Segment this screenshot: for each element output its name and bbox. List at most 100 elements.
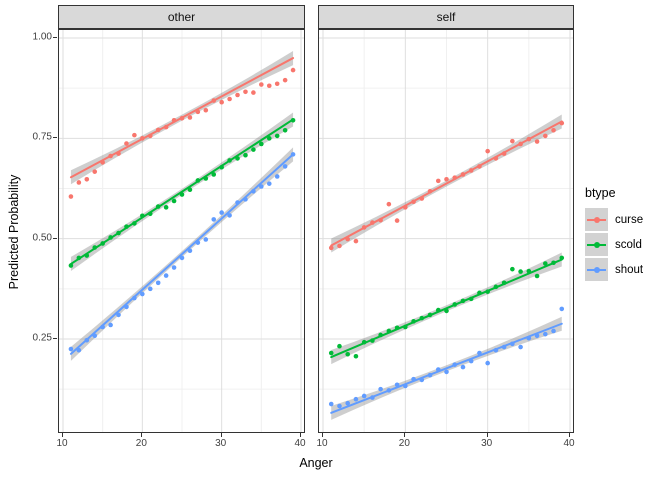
data-point-shout	[68, 346, 74, 352]
data-point-scold	[526, 268, 532, 274]
data-point-scold	[501, 280, 507, 286]
legend-entry-shout: shout	[585, 258, 643, 281]
data-point-scold	[124, 224, 129, 229]
data-point-curse	[501, 151, 507, 156]
data-point-shout	[534, 333, 540, 339]
facet-strip-other: other	[58, 5, 305, 29]
data-point-scold	[211, 172, 217, 177]
data-point-shout	[124, 304, 129, 310]
facet-label-self: self	[436, 10, 456, 24]
data-point-scold	[345, 351, 350, 357]
data-point-scold	[100, 241, 105, 246]
data-point-curse	[203, 107, 209, 113]
data-point-curse	[274, 81, 280, 87]
data-point-curse	[435, 178, 441, 184]
legend-label-scold: scold	[615, 238, 642, 251]
data-point-curse	[266, 83, 272, 89]
data-point-shout	[427, 372, 433, 378]
data-point-curse	[92, 169, 98, 174]
data-point-curse	[468, 168, 474, 173]
data-point-shout	[526, 335, 532, 341]
data-point-scold	[551, 260, 556, 266]
y-tick-label: 0.25	[32, 332, 52, 344]
data-point-curse	[187, 115, 193, 120]
fit-line-scold	[69, 118, 295, 265]
data-point-curse	[282, 77, 288, 83]
data-point-scold	[243, 152, 248, 158]
data-point-scold	[559, 255, 565, 261]
x-tick-mark	[486, 433, 488, 437]
data-point-shout	[411, 376, 416, 382]
data-point-scold	[328, 350, 334, 356]
data-point-shout	[559, 306, 565, 312]
data-point-curse	[219, 99, 224, 105]
legend-key-dot	[593, 241, 600, 248]
y-tick-mark	[53, 137, 57, 139]
data-point-curse	[328, 245, 334, 251]
data-point-curse	[195, 109, 201, 115]
data-point-curse	[155, 127, 161, 133]
data-point-curse	[345, 236, 350, 242]
x-tick-label: 10	[56, 438, 68, 449]
data-point-scold	[179, 192, 185, 197]
data-point-scold	[219, 164, 224, 170]
data-point-scold	[353, 353, 359, 359]
legend-rows: curse scold shout	[585, 208, 643, 281]
data-point-scold	[485, 289, 490, 294]
data-point-curse	[235, 92, 240, 98]
data-point-shout	[370, 395, 375, 400]
data-point-curse	[526, 136, 532, 142]
data-point-shout	[361, 393, 367, 399]
data-point-curse	[259, 82, 264, 87]
data-point-curse	[211, 98, 217, 103]
data-point-curse	[100, 160, 105, 165]
data-point-scold	[251, 147, 256, 152]
y-tick-label: 0.75	[32, 131, 52, 143]
data-point-shout	[403, 383, 408, 389]
data-point-scold	[140, 213, 145, 219]
x-tick-label: 40	[294, 438, 306, 449]
data-point-curse	[477, 164, 482, 169]
data-point-shout	[345, 400, 350, 406]
data-point-scold	[378, 332, 383, 338]
data-point-shout	[282, 164, 288, 169]
data-point-scold	[155, 204, 161, 209]
data-point-scold	[108, 235, 113, 240]
data-point-shout	[187, 248, 193, 254]
data-point-scold	[132, 221, 137, 226]
fit-line-scold	[330, 258, 563, 359]
data-point-scold	[259, 141, 264, 147]
data-point-shout	[266, 181, 272, 186]
y-tick-mark	[53, 337, 57, 339]
data-point-shout	[251, 189, 256, 194]
data-point-scold	[203, 176, 209, 181]
x-axis-title: Anger	[299, 456, 333, 470]
data-point-curse	[76, 180, 82, 185]
data-point-shout	[203, 237, 209, 242]
y-tick-mark	[53, 237, 57, 239]
data-point-scold	[195, 178, 201, 183]
data-point-curse	[419, 196, 425, 201]
data-point-scold	[282, 128, 288, 133]
data-point-scold	[227, 158, 232, 163]
data-point-shout	[92, 333, 98, 339]
data-point-shout	[328, 401, 334, 407]
data-point-shout	[419, 377, 425, 383]
legend-key-shout	[585, 258, 608, 281]
data-point-curse	[171, 117, 177, 123]
data-point-scold	[68, 263, 74, 268]
x-tick-mark	[569, 433, 570, 437]
plot-panel-self	[318, 29, 574, 433]
data-point-shout	[510, 341, 515, 347]
data-point-scold	[444, 308, 449, 314]
data-point-shout	[444, 369, 449, 375]
data-point-curse	[124, 141, 129, 146]
data-point-shout	[290, 152, 296, 157]
facet-label-other: other	[167, 10, 196, 24]
data-point-shout	[147, 286, 153, 292]
data-point-shout	[394, 382, 400, 388]
data-point-curse	[444, 176, 449, 182]
data-point-scold	[510, 266, 515, 272]
data-point-shout	[274, 174, 280, 179]
